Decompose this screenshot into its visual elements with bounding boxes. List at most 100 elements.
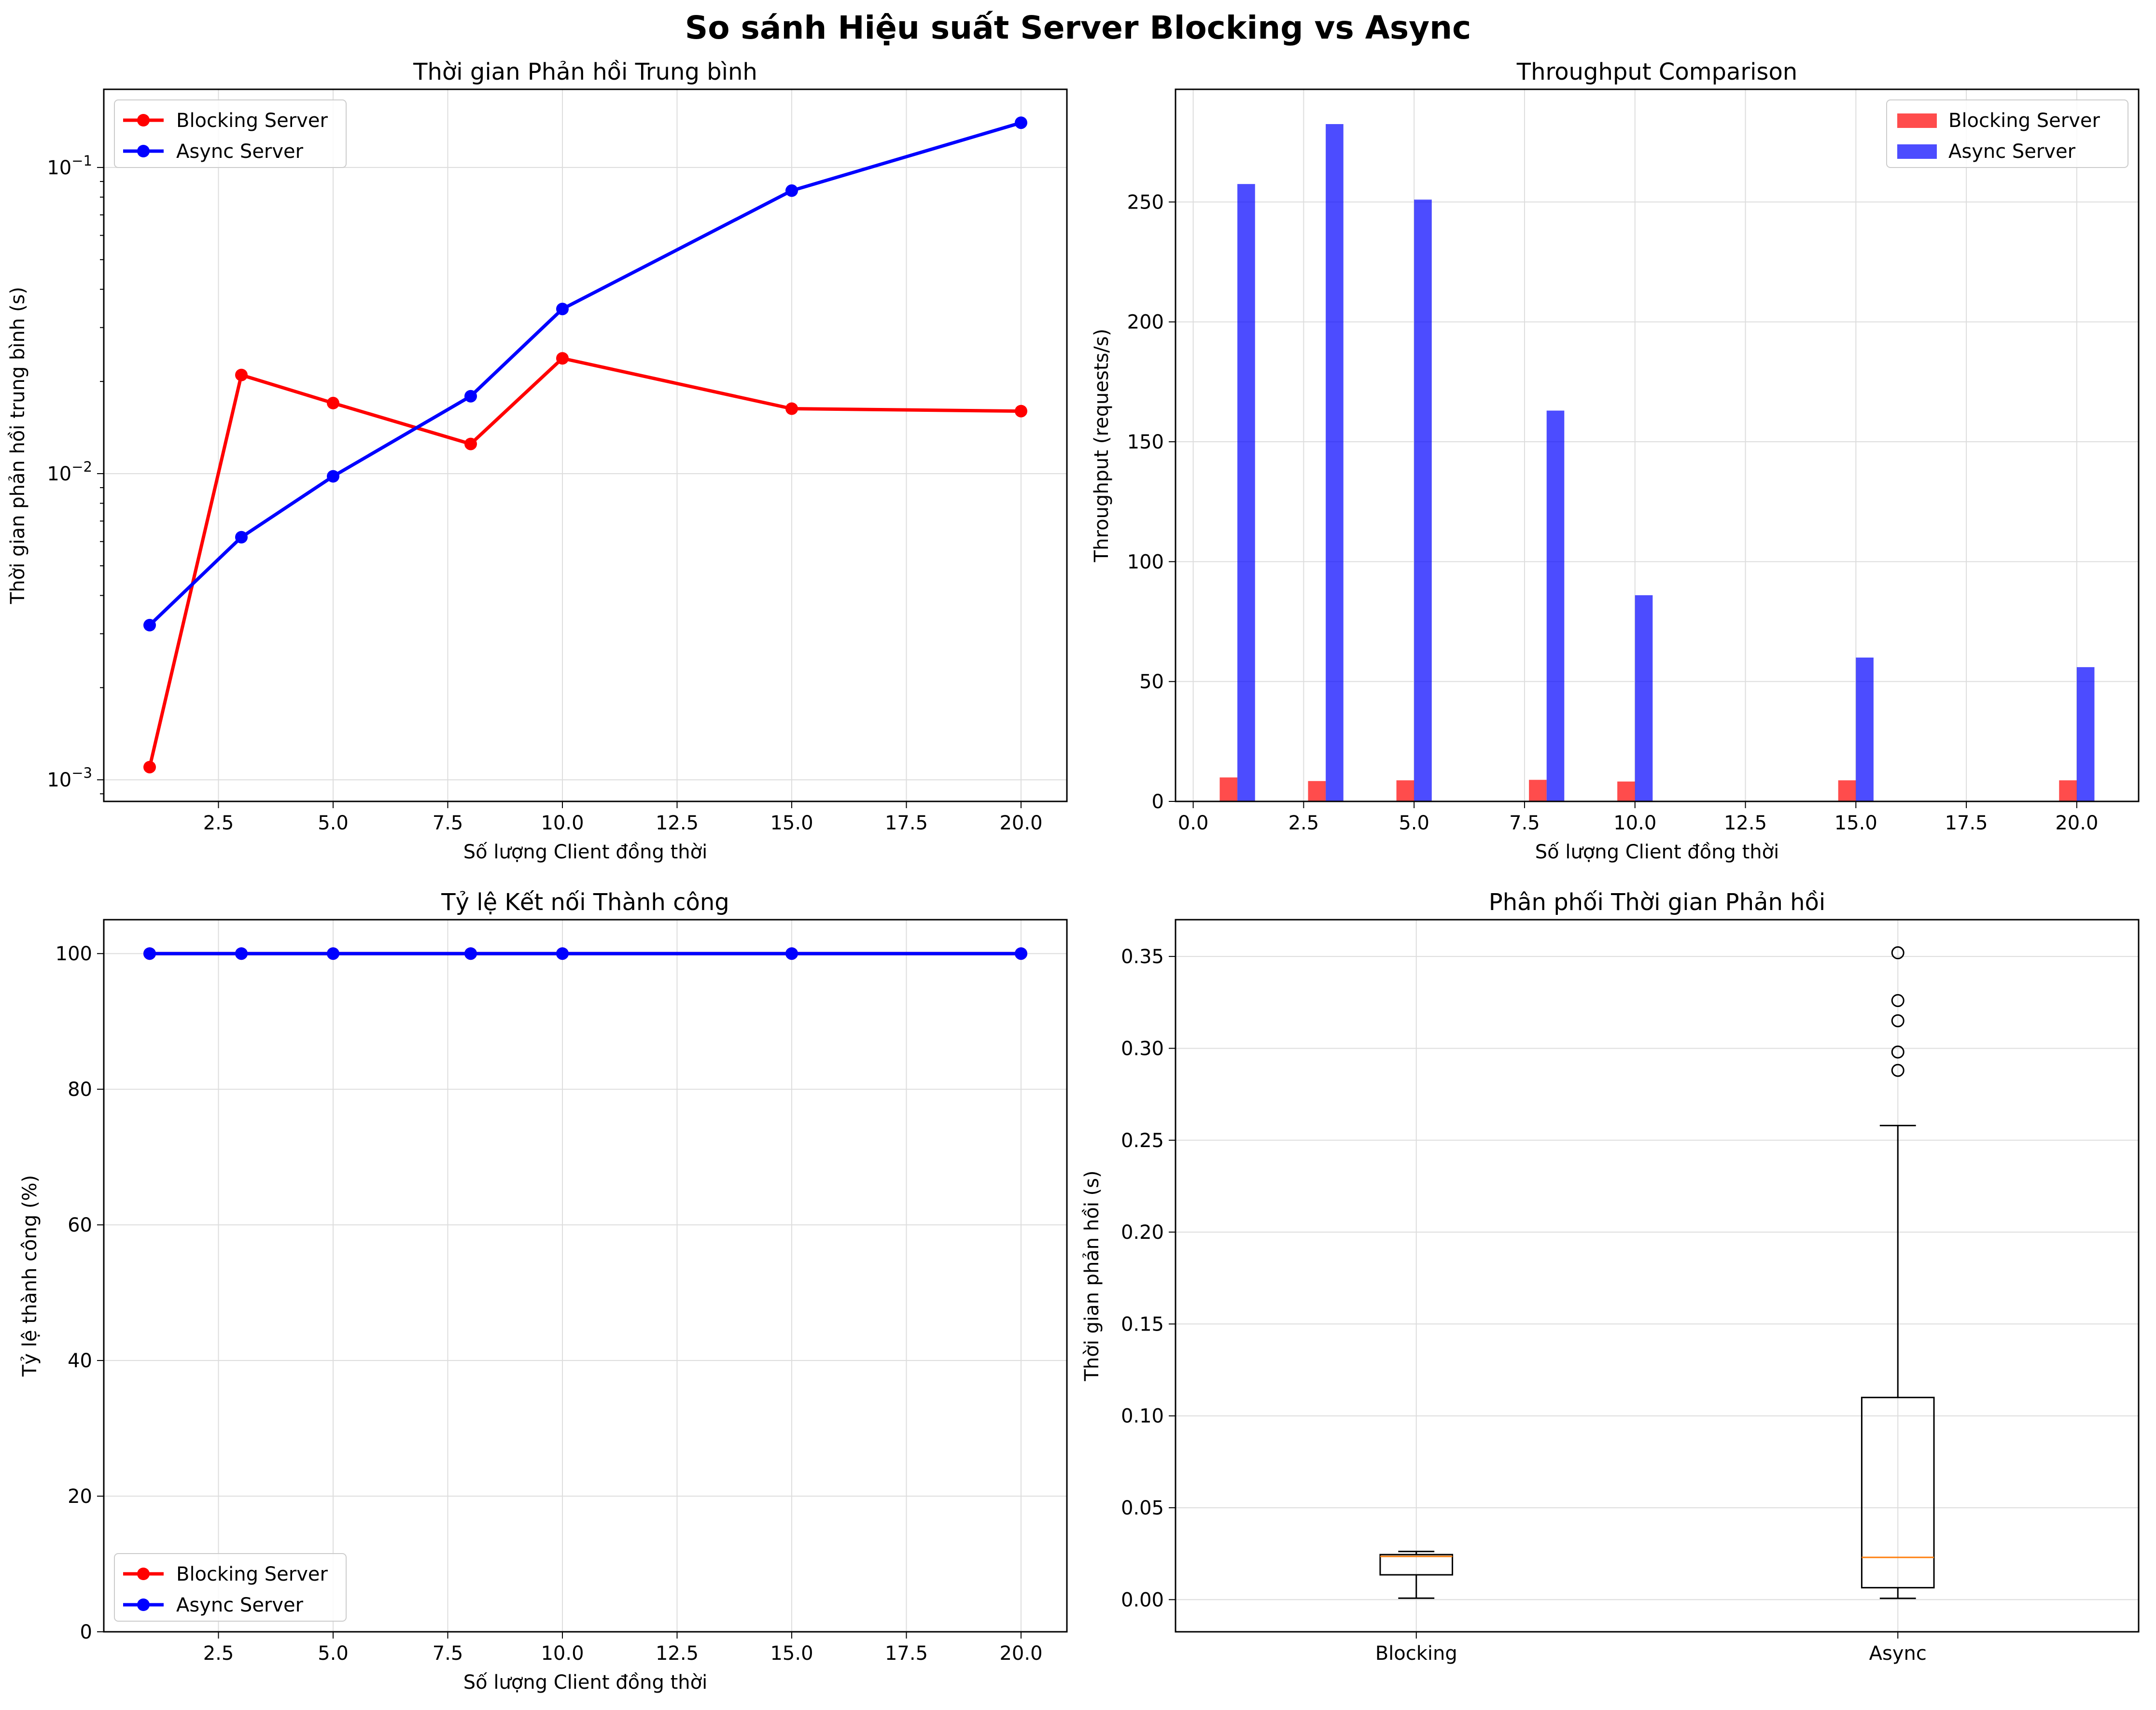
bar (1635, 595, 1653, 801)
y-tick-label: 50 (1139, 671, 1164, 693)
y-tick-label: 0.35 (1121, 946, 1164, 968)
bar (1219, 777, 1238, 801)
data-point (235, 947, 248, 960)
x-tick-label: 20.0 (999, 1642, 1042, 1665)
x-tick-label: 20.0 (2055, 812, 2098, 834)
data-point (1015, 116, 1027, 129)
chart-1: Thời gian Phản hồi Trung bình 2.5 5.0 7.5 10… (7, 58, 1068, 863)
x-tick-label: 7.5 (1509, 812, 1540, 834)
outlier-point (1891, 994, 1904, 1007)
data-point (327, 396, 339, 409)
x-tick-label: 5.0 (318, 812, 349, 834)
x-tick-label: 12.5 (656, 812, 699, 834)
data-point (464, 390, 477, 403)
bar (1856, 658, 1874, 801)
data-point (785, 402, 798, 415)
x-tick-label: 12.5 (1724, 812, 1767, 834)
y-tick-label: 250 (1127, 191, 1164, 213)
legend: Blocking Server Async Server (114, 1553, 347, 1622)
data-point (556, 947, 569, 960)
y-tick-label: 0.15 (1121, 1313, 1164, 1335)
data-point (143, 947, 156, 960)
figure-title: So sánh Hiệu suất Server Blocking vs Asy… (685, 9, 1471, 46)
x-tick-label: 10.0 (1613, 812, 1656, 834)
chart-title: Throughput Comparison (1516, 58, 1797, 85)
legend-label: Blocking Server (176, 110, 328, 132)
plot-frame (1175, 919, 2140, 1633)
data-point (464, 947, 477, 960)
legend-label: Async Server (1948, 140, 2076, 163)
data-point (1015, 405, 1027, 418)
chart-title: Phân phối Thời gian Phản hồi (1489, 889, 1826, 916)
y-tick-label: 0.00 (1121, 1589, 1164, 1611)
x-tick-label: 20.0 (999, 812, 1042, 834)
x-tick-label: 15.0 (770, 812, 813, 834)
x-tick-label: 10.0 (541, 1642, 584, 1665)
bar (1308, 781, 1326, 801)
x-tick-label: 17.5 (885, 1642, 928, 1665)
y-tick-label: 40 (68, 1350, 92, 1372)
y-axis-label: Thời gian phản hồi trung bình (s) (7, 287, 29, 604)
y-tick-label: 0.10 (1121, 1405, 1164, 1428)
data-point (464, 437, 477, 450)
y-axis-label: Throughput (requests/s) (1091, 329, 1113, 562)
y-tick-label: 0.30 (1121, 1037, 1164, 1060)
data-point (327, 947, 339, 960)
x-axis-label: Số lượng Client đồng thời (463, 841, 707, 863)
data-point (556, 352, 569, 365)
bar (1237, 184, 1255, 801)
outlier-point (1891, 946, 1904, 960)
y-tick-label: 80 (68, 1079, 92, 1101)
x-tick-label: 2.5 (1288, 812, 1319, 834)
box-iqr (1379, 1554, 1454, 1576)
x-tick-label: 15.0 (770, 1642, 813, 1665)
bar (2076, 667, 2095, 801)
outlier-point (1891, 1064, 1904, 1077)
x-tick-label: 7.5 (433, 812, 463, 834)
bar (1529, 780, 1547, 801)
chart-title: Thời gian Phản hồi Trung bình (413, 58, 757, 85)
chart-3: Tỷ lệ Kết nối Thành công 2.5 5.0 7.5 10.0 12.… (19, 889, 1068, 1694)
x-axis-label: Số lượng Client đồng thời (1535, 841, 1779, 863)
y-tick-label: 10−1 (47, 153, 92, 179)
x-tick-label: 7.5 (433, 1642, 463, 1665)
y-tick-label: 0.20 (1121, 1221, 1164, 1244)
x-tick-label: 5.0 (1399, 812, 1429, 834)
y-tick-label: 10−2 (47, 459, 92, 485)
legend-label: Async Server (176, 140, 304, 163)
bar (1414, 199, 1432, 801)
data-point (785, 184, 798, 197)
chart-2: Throughput Comparison 0.0 2.5 5.0 7.5 10.0 12.… (1091, 58, 2140, 863)
bar (2059, 780, 2077, 801)
legend-marker (137, 114, 150, 126)
x-axis-label: Số lượng Client đồng thời (463, 1671, 707, 1694)
legend-swatch (1897, 113, 1937, 128)
y-axis-label: Thời gian phản hồi (s) (1081, 1170, 1103, 1381)
y-tick-label: 150 (1127, 431, 1164, 453)
x-tick-label: 17.5 (885, 812, 928, 834)
x-tick-label: 17.5 (1945, 812, 1988, 834)
legend-label: Blocking Server (176, 1563, 328, 1585)
bar (1546, 410, 1565, 801)
data-point (235, 368, 248, 381)
legend-swatch (1897, 144, 1937, 159)
y-tick-label: 0.25 (1121, 1130, 1164, 1152)
data-point (327, 470, 339, 483)
x-tick-label: 10.0 (541, 812, 584, 834)
data-point (1015, 947, 1027, 960)
x-tick-label: 0.0 (1178, 812, 1209, 834)
x-tick-label: 15.0 (1834, 812, 1877, 834)
bar (1396, 780, 1414, 801)
y-tick-label: 0 (1152, 791, 1164, 813)
legend-box (114, 1553, 347, 1622)
x-tick-label: 12.5 (656, 1642, 699, 1665)
x-tick-label: Blocking (1375, 1642, 1457, 1665)
x-tick-label: 5.0 (318, 1642, 349, 1665)
x-tick-label: 2.5 (203, 1642, 234, 1665)
charts-container: Thời gian Phản hồi Trung bình 2.5 5.0 7.5 10… (7, 58, 2140, 1694)
data-point (556, 302, 569, 315)
legend: Blocking Server Async Server (114, 99, 347, 168)
legend-box (114, 99, 347, 168)
bar (1838, 780, 1856, 801)
